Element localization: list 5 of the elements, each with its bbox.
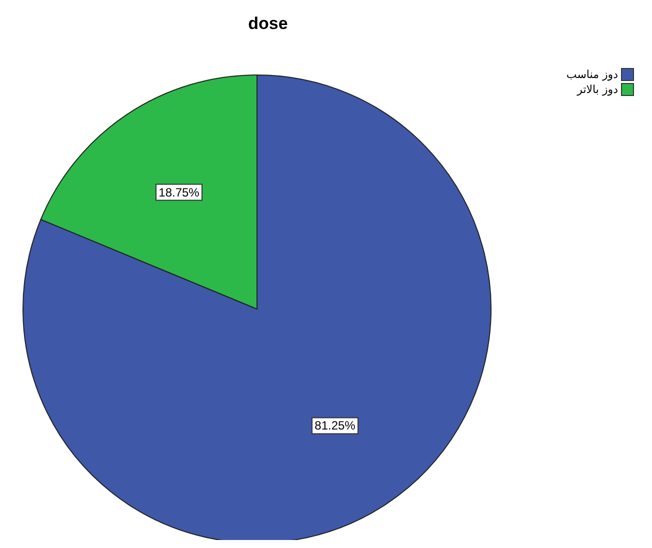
data-label: 81.25%: [314, 418, 356, 433]
data-label: 18.75%: [158, 185, 200, 200]
legend-label: دوز مناسب: [566, 68, 618, 81]
chart-title: dose: [247, 14, 289, 34]
legend-label: دوز بالاتر: [577, 83, 618, 96]
